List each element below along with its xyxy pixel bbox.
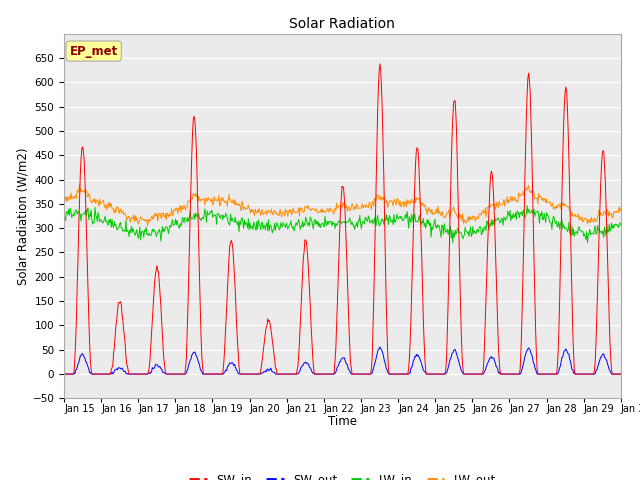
LW_in [410, 215, 418, 220]
LW_in [70, 213, 78, 219]
LW_in [214, 212, 221, 217]
SW_in [70, 369, 78, 375]
Legend: SW_in, SW_out, LW_in, LW_out: SW_in, SW_out, LW_in, LW_out [184, 468, 500, 480]
SW_in [214, 371, 221, 377]
SW_out [184, 366, 192, 372]
LW_out [144, 223, 152, 228]
Line: SW_in: SW_in [64, 64, 621, 374]
SW_in [127, 371, 135, 377]
LW_in [449, 240, 456, 246]
SW_in [376, 61, 384, 67]
SW_out [376, 344, 384, 350]
SW_in [428, 371, 435, 377]
LW_in [617, 222, 625, 228]
LW_in [524, 203, 531, 208]
Text: EP_met: EP_met [70, 45, 118, 58]
LW_out [60, 198, 68, 204]
SW_out [411, 354, 419, 360]
LW_out [128, 216, 136, 221]
SW_in [184, 306, 192, 312]
Title: Solar Radiation: Solar Radiation [289, 17, 396, 31]
SW_in [411, 180, 419, 186]
Y-axis label: Solar Radiation (W/m2): Solar Radiation (W/m2) [17, 147, 29, 285]
Line: LW_out: LW_out [64, 184, 621, 226]
SW_in [617, 371, 625, 377]
SW_out [617, 371, 625, 377]
LW_in [426, 220, 434, 226]
LW_out [617, 206, 625, 212]
LW_out [70, 196, 78, 202]
LW_out [76, 181, 83, 187]
LW_out [412, 200, 419, 206]
SW_out [60, 371, 68, 377]
Line: SW_out: SW_out [64, 347, 621, 374]
SW_out [127, 371, 135, 377]
X-axis label: Time: Time [328, 415, 357, 428]
Line: LW_in: LW_in [64, 205, 621, 243]
LW_in [127, 223, 135, 229]
SW_out [428, 371, 435, 377]
SW_in [60, 371, 68, 377]
LW_in [60, 218, 68, 224]
SW_out [214, 371, 221, 377]
LW_out [186, 198, 193, 204]
LW_out [215, 192, 223, 198]
LW_out [428, 206, 436, 212]
SW_out [70, 370, 78, 376]
LW_in [184, 214, 192, 220]
